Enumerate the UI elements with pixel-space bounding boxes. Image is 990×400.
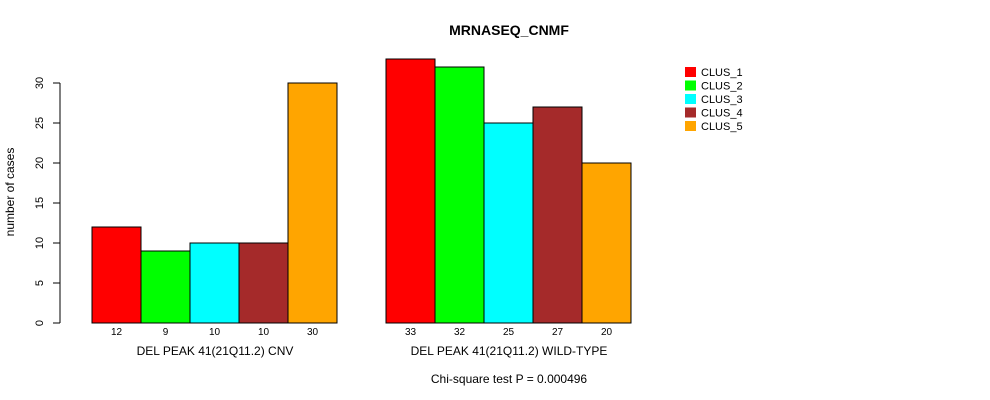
bar-cnv-clus_5 bbox=[287, 82, 338, 324]
bar-value-label: 27 bbox=[552, 327, 564, 338]
y-tick-label: 20 bbox=[34, 157, 46, 169]
bar-value-label: 10 bbox=[258, 327, 270, 338]
bar-value-label: 20 bbox=[601, 327, 613, 338]
bar-value-label: 10 bbox=[209, 327, 221, 338]
bar-wild-type-clus_2 bbox=[434, 66, 485, 324]
legend-swatch-clus_3 bbox=[685, 94, 696, 104]
legend-label-clus_5: CLUS_5 bbox=[701, 121, 743, 133]
legend-label-clus_1: CLUS_1 bbox=[701, 67, 743, 79]
bar-value-label: 30 bbox=[307, 327, 319, 338]
legend-label-clus_2: CLUS_2 bbox=[701, 81, 743, 93]
bar-wild-type-clus_1 bbox=[385, 58, 436, 324]
bar-wild-type-clus_5 bbox=[581, 162, 632, 324]
legend-swatch-clus_2 bbox=[685, 80, 696, 91]
legend-label-clus_4: CLUS_4 bbox=[701, 108, 743, 120]
bar-value-label: 32 bbox=[454, 327, 466, 338]
bar-wild-type-clus_4 bbox=[532, 106, 583, 324]
chi-square-footnote: Chi-square test P = 0.000496 bbox=[431, 372, 588, 386]
y-tick-label: 5 bbox=[34, 280, 46, 286]
legend-swatch-clus_1 bbox=[685, 67, 696, 77]
y-axis: 0 5 10 15 20 25 30 bbox=[34, 77, 61, 326]
y-axis-label: number of cases bbox=[3, 148, 17, 237]
bar-value-label: 9 bbox=[163, 327, 169, 338]
y-tick-label: 30 bbox=[34, 77, 46, 89]
y-tick-label: 10 bbox=[34, 237, 46, 249]
y-tick-label: 25 bbox=[34, 117, 46, 129]
legend-label-clus_3: CLUS_3 bbox=[701, 94, 743, 106]
bar-value-labels: 12 9 10 10 30 33 32 25 27 20 bbox=[111, 327, 613, 338]
y-tick-label: 15 bbox=[34, 197, 46, 209]
group-label-wild-type: DEL PEAK 41(21Q11.2) WILD-TYPE bbox=[411, 344, 608, 358]
legend-swatch-clus_5 bbox=[685, 121, 696, 131]
y-tick-label: 0 bbox=[34, 320, 46, 326]
bar-value-label: 33 bbox=[405, 327, 417, 338]
group-label-cnv: DEL PEAK 41(21Q11.2) CNV bbox=[137, 344, 294, 358]
bar-value-label: 12 bbox=[111, 327, 123, 338]
bar-wild-type-clus_3 bbox=[483, 122, 534, 324]
bar-cnv-clus_2 bbox=[140, 250, 191, 324]
chart-title: MRNASEQ_CNMF bbox=[449, 22, 569, 38]
bars bbox=[91, 58, 632, 324]
bar-value-label: 25 bbox=[503, 327, 515, 338]
bar-cnv-clus_3 bbox=[189, 242, 240, 324]
legend-swatch-clus_4 bbox=[685, 107, 696, 118]
bar-cnv-clus_4 bbox=[238, 242, 289, 324]
bar-cnv-clus_1 bbox=[91, 226, 142, 324]
